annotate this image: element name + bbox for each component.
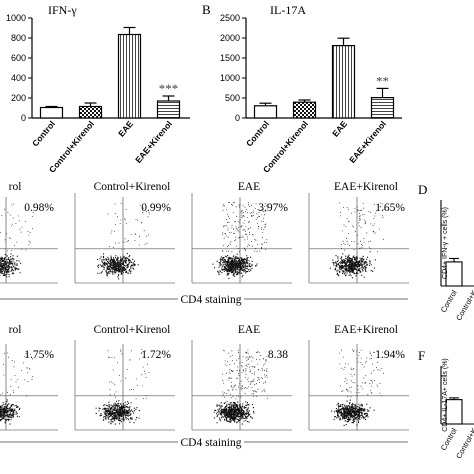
flow-panel-label: rol [9,181,22,193]
flow-percentage: 1.72% [141,349,171,361]
category-label: Control [439,288,459,314]
y-tick-label: 800 [11,33,26,43]
bar [253,105,278,119]
flow-dot-cloud [329,202,385,279]
flow-panel: Control+Kirenol 1.72% [74,324,175,431]
flow-percentage: 0.98% [24,202,54,214]
bar [445,399,463,425]
flow-panel: rol 1.75% [0,324,58,431]
y-tick-label: 1000 [220,73,240,83]
y-tick-label: 200 [11,93,26,103]
y-tick-label: 2000 [220,33,240,43]
y-tick-label: 500 [225,93,240,103]
y-axis-label: CD4+ IFN-γ + cells (%) [442,207,449,279]
flow-dot-cloud [213,349,268,425]
category-label: Control [244,119,271,149]
bar [370,96,395,119]
bar [445,261,463,287]
flow-panel-label: EAE [238,324,260,336]
significance-label: ** [376,73,389,88]
category-label: EAE+Kirenol [133,119,174,165]
flow-dot-cloud [0,352,34,425]
flow-panel: EAE 8.38 [191,324,292,431]
bar [39,106,64,119]
flow-dot-cloud [331,349,384,426]
y-tick-label: 600 [11,53,26,63]
panel-f-letter: F [418,348,425,363]
flow-xlabel: CD4 staining [180,294,241,306]
significance-label: *** [159,81,179,96]
category-label: EAE [116,119,135,139]
y-tick-label: 1000 [6,13,26,23]
flow-percentage: 1.65% [375,202,405,214]
y-tick-label: 400 [11,73,26,83]
bar [156,100,181,119]
flow-panel: EAE+Kirenol 1.65% [308,181,409,284]
flow-percentage: 1.75% [24,349,54,361]
chart-b-panel-letter: B [202,2,211,17]
flow-percentage: 1.94% [375,349,405,361]
flow-percentage: 8.38 [268,349,288,361]
flow-panel-label: Control+Kirenol [94,181,171,193]
chart-a-title: IFN-γ [48,3,77,17]
flow-percentage: 0.99% [141,202,171,214]
flow-dot-cloud [0,203,34,278]
flow-dot-cloud [212,202,268,279]
flow-percentage: 3.97% [258,202,288,214]
y-tick-label: 0 [235,113,240,123]
flow-dot-cloud [95,349,150,425]
flow-panel-label: rol [9,324,22,336]
y-tick-label: 2500 [220,13,240,23]
panel-d-letter: D [418,182,427,197]
category-label: EAE [330,119,349,139]
flow-panel-label: EAE+Kirenol [334,324,398,336]
bar [78,105,103,119]
flow-xlabel: CD4 staining [180,437,241,449]
flow-panel: EAE+Kirenol 1.94% [308,324,409,431]
flow-panel-label: Control+Kirenol [94,324,171,336]
chart-b-title: IL-17A [270,3,306,17]
flow-panel-label: EAE+Kirenol [334,181,398,193]
flow-cytometry-rows: rol0.98%Control+Kirenol0.99%EAE3.97%EAE+… [0,181,409,449]
y-tick-label: 1500 [220,53,240,63]
category-label: Control [30,119,57,149]
flow-panel: EAE 3.97% [191,181,292,284]
flow-dot-cloud [97,202,150,280]
flow-panel-label: EAE [238,181,260,193]
bar [292,101,317,119]
flow-row-2: rol 1.75% Control+Kirenol 1.72% EAE 8.38 EAE+K… [0,324,409,449]
y-axis-label: CD4+ IL-17A+ cells (%) [442,358,449,432]
bar [117,33,142,119]
flow-panel: Control+Kirenol 0.99% [74,181,175,284]
bar [331,44,356,119]
category-label: EAE+Kirenol [347,119,388,165]
y-tick-label: 0 [21,113,26,123]
